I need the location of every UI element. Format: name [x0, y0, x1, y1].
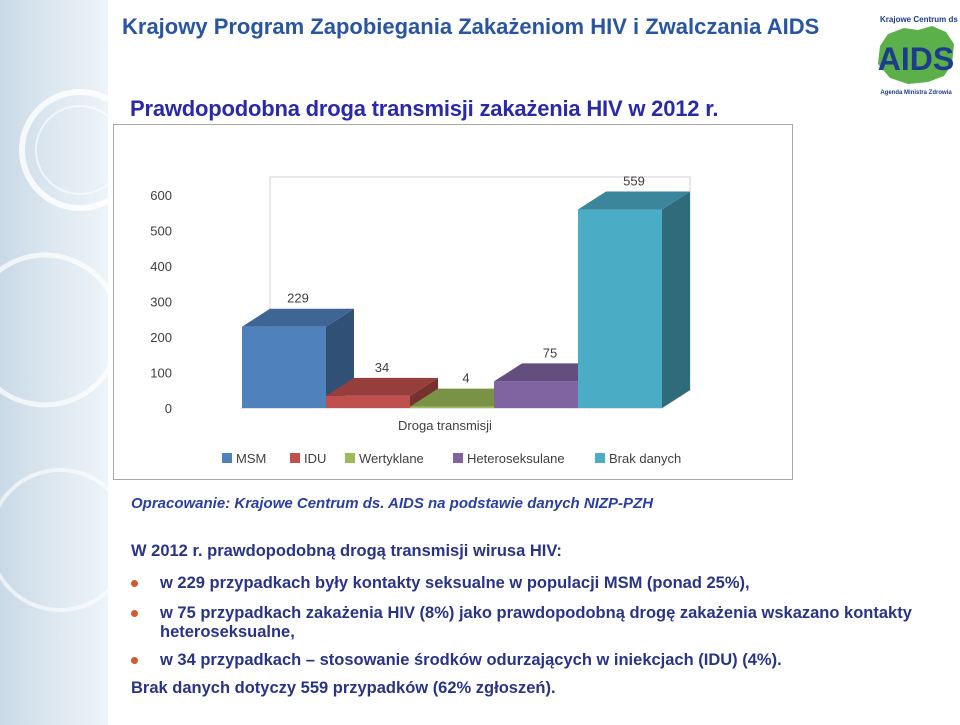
bar-front [410, 406, 494, 408]
logo-main-text: AIDS [878, 41, 954, 77]
bar [326, 377, 438, 408]
legend-swatch [290, 453, 300, 463]
data-label: 75 [543, 345, 557, 360]
bullet-marker [131, 657, 138, 664]
legend-swatch [222, 453, 232, 463]
y-tick-label: 200 [150, 330, 172, 345]
legend-label: Heteroseksulane [467, 451, 565, 466]
y-tick-label: 100 [150, 366, 172, 381]
source-note: Opracowanie: Krajowe Centrum ds. AIDS na… [131, 495, 654, 512]
page-title: Krajowy Program Zapobiegania Zakażeniom … [122, 14, 820, 39]
bar-front [494, 381, 578, 408]
legend-label: MSM [236, 451, 266, 466]
y-tick-label: 300 [150, 295, 172, 310]
bar-side [410, 377, 438, 408]
legend-swatch [453, 453, 463, 463]
bullet-marker [131, 580, 138, 587]
bar-side [662, 191, 690, 408]
bullet-item-msm: w 229 przypadkach były kontakty seksualn… [160, 574, 750, 592]
bar-top [326, 377, 438, 396]
y-tick-label: 0 [165, 401, 172, 416]
legend-swatch [345, 453, 355, 463]
chart-frame: 0 100 200 300 400 500 600 229 34 4 75 559 Droga tran… [113, 124, 793, 480]
bar-front [326, 395, 410, 408]
bar-top [578, 191, 690, 210]
bar [242, 308, 354, 408]
y-tick-label: 600 [150, 188, 172, 203]
krajowe-centrum-aids-logo: Krajowe Centrum ds. AIDS Agenda Ministra… [878, 15, 958, 96]
legend-swatch [595, 453, 605, 463]
bullet-item-idu: w 34 przypadkach – stosowanie środków od… [160, 651, 782, 669]
y-tick-label: 500 [150, 224, 172, 239]
logo-top-text: Krajowe Centrum ds. [880, 15, 958, 24]
x-axis-title: Droga transmisji [398, 418, 492, 433]
data-label: 229 [287, 291, 309, 306]
legend-label: Brak danych [609, 451, 681, 466]
intro-text: W 2012 r. prawdopodobną drogą transmisji… [131, 542, 562, 560]
bar [578, 191, 690, 408]
data-label: 4 [462, 371, 469, 386]
legend-label: IDU [304, 451, 326, 466]
legend-label: Wertyklane [359, 451, 424, 466]
logo-bottom-text: Agenda Ministra Zdrowia [880, 90, 952, 96]
y-tick-label: 400 [150, 259, 172, 274]
bar-front [578, 209, 662, 408]
bar-top [242, 308, 354, 327]
chart-section-title: Prawdopodobna droga transmisji zakażenia… [130, 96, 719, 121]
data-label: 559 [623, 174, 645, 189]
transmission-bar-chart: 0 100 200 300 400 500 600 229 34 4 75 559 Droga tran… [150, 174, 692, 466]
data-label: 34 [375, 360, 389, 375]
bar-front [242, 326, 326, 408]
closing-text: Brak danych dotyczy 559 przypadków (62% … [131, 679, 556, 697]
bullet-item-heterosexual: w 75 przypadkach zakażenia HIV (8%) jako… [160, 604, 912, 641]
bullet-marker [131, 610, 138, 617]
